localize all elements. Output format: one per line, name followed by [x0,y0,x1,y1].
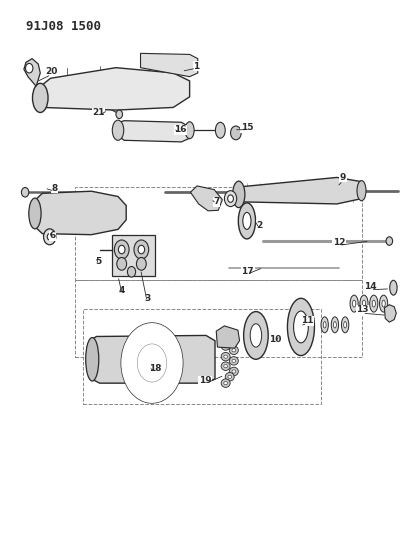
Ellipse shape [353,300,356,307]
Ellipse shape [333,321,336,328]
Polygon shape [116,120,190,142]
Ellipse shape [221,379,230,387]
Ellipse shape [224,355,227,358]
Ellipse shape [112,120,124,140]
Text: 9: 9 [340,173,346,182]
Ellipse shape [382,300,385,307]
Polygon shape [24,59,40,86]
Text: 13: 13 [356,305,369,314]
Ellipse shape [238,203,255,239]
Ellipse shape [360,295,368,312]
Ellipse shape [224,382,227,385]
Bar [75,280,361,357]
Circle shape [21,188,29,197]
Circle shape [228,195,234,203]
Circle shape [138,245,145,254]
Circle shape [127,266,136,277]
Text: 17: 17 [241,268,254,276]
Text: 6: 6 [49,231,55,240]
Ellipse shape [331,317,339,333]
Polygon shape [91,335,215,383]
Circle shape [136,257,146,270]
Ellipse shape [215,122,225,138]
Text: 4: 4 [119,286,125,295]
Ellipse shape [321,317,328,333]
Ellipse shape [390,280,397,295]
Ellipse shape [344,321,346,328]
Ellipse shape [243,312,268,359]
Ellipse shape [221,342,230,350]
Text: 15: 15 [241,123,253,132]
Text: 20: 20 [45,67,58,76]
Ellipse shape [372,300,375,307]
Text: 10: 10 [269,335,282,344]
Ellipse shape [86,337,99,381]
Ellipse shape [229,346,238,354]
Text: 16: 16 [174,125,187,134]
Ellipse shape [379,295,388,312]
Ellipse shape [228,375,232,378]
Ellipse shape [29,198,41,229]
Ellipse shape [224,344,227,348]
Ellipse shape [232,359,236,362]
Text: 8: 8 [52,183,58,192]
Ellipse shape [225,373,234,381]
Polygon shape [239,177,361,204]
Ellipse shape [33,83,48,112]
Ellipse shape [250,324,262,347]
Circle shape [121,322,183,403]
Circle shape [26,63,33,73]
Text: 2: 2 [256,221,262,230]
Text: 18: 18 [149,364,161,373]
Circle shape [231,126,241,140]
Polygon shape [29,191,126,235]
Ellipse shape [342,317,349,333]
Circle shape [386,237,393,245]
Ellipse shape [323,321,326,328]
Circle shape [116,110,122,118]
Text: 1: 1 [193,62,199,70]
Polygon shape [140,53,198,77]
Circle shape [44,229,56,245]
Bar [112,235,155,276]
Text: 5: 5 [96,257,102,265]
Ellipse shape [370,295,378,312]
Text: 91J08 1500: 91J08 1500 [26,20,101,33]
Polygon shape [34,68,190,110]
Ellipse shape [362,300,365,307]
Ellipse shape [357,181,366,201]
Text: 11: 11 [301,316,314,325]
Ellipse shape [243,213,251,229]
Ellipse shape [229,367,238,376]
Text: 21: 21 [93,108,105,117]
Circle shape [225,191,236,207]
Circle shape [117,257,126,270]
Ellipse shape [294,311,308,343]
Ellipse shape [233,181,245,208]
Circle shape [115,240,129,259]
Polygon shape [384,305,396,322]
Ellipse shape [221,352,230,361]
Bar [75,187,361,280]
Ellipse shape [232,349,236,352]
Circle shape [47,233,52,240]
Ellipse shape [221,362,230,370]
Ellipse shape [229,357,238,365]
Ellipse shape [350,295,358,312]
Text: 19: 19 [199,376,211,385]
Text: 3: 3 [144,294,150,303]
Ellipse shape [185,122,194,139]
Ellipse shape [224,365,227,368]
Ellipse shape [288,298,314,356]
Bar [83,309,321,405]
Ellipse shape [232,370,236,373]
Text: 12: 12 [333,238,345,247]
Circle shape [134,240,149,259]
Polygon shape [190,186,222,211]
Circle shape [118,245,125,254]
Polygon shape [216,326,239,348]
Text: 14: 14 [364,282,377,291]
Text: 7: 7 [213,197,220,206]
